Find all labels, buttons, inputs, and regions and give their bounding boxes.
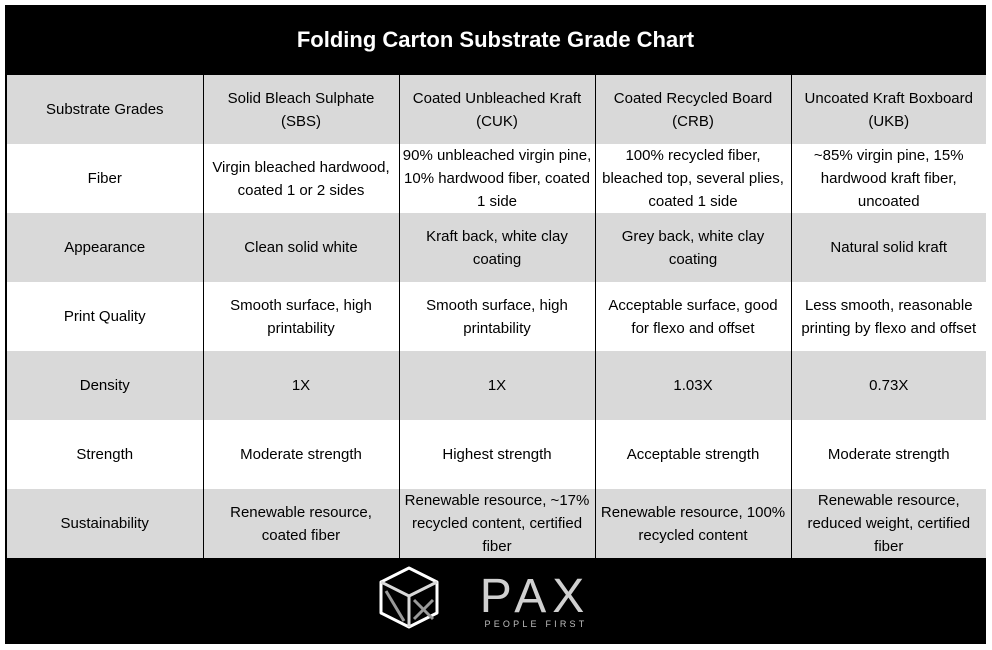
table-row: Sustainability Renewable resource, coate…: [7, 489, 986, 558]
table-cell: 1X: [398, 351, 595, 420]
logo-wordmark: PAX: [480, 570, 590, 623]
row-label-cell: Print Quality: [7, 282, 203, 351]
table-cell: Moderate strength: [202, 420, 399, 489]
table-cell: Renewable resource, reduced weight, cert…: [790, 489, 986, 558]
header-cell: Solid Bleach Sulphate (SBS): [202, 75, 399, 144]
chart-frame: Folding Carton Substrate Grade Chart Sub…: [5, 5, 986, 644]
pax-cube-logo-icon: [379, 566, 439, 629]
table-cell: Renewable resource, 100% recycled conten…: [594, 489, 791, 558]
chart-title: Folding Carton Substrate Grade Chart: [296, 27, 695, 52]
table-row: Density 1X 1X 1.03X 0.73X: [7, 351, 986, 420]
row-label-cell: Fiber: [7, 144, 203, 213]
table-cell: Smooth surface, high printability: [202, 282, 399, 351]
table-cell: Kraft back, white clay coating: [398, 213, 595, 282]
table-row: Appearance Clean solid white Kraft back,…: [7, 213, 986, 282]
table-row: Print Quality Smooth surface, high print…: [7, 282, 986, 351]
table-cell: 90% unbleached virgin pine, 10% hardwood…: [398, 144, 595, 213]
row-label-cell: Density: [7, 351, 203, 420]
table-header-row: Substrate Grades Solid Bleach Sulphate (…: [7, 75, 986, 144]
table-row: Fiber Virgin bleached hardwood, coated 1…: [7, 144, 986, 213]
substrate-grade-table: Substrate Grades Solid Bleach Sulphate (…: [7, 75, 986, 558]
header-cell: Substrate Grades: [7, 75, 203, 144]
table-cell: Natural solid kraft: [790, 213, 986, 282]
table-cell: 0.73X: [790, 351, 986, 420]
table-cell: Acceptable surface, good for flexo and o…: [594, 282, 791, 351]
header-cell: Coated Recycled Board (CRB): [594, 75, 791, 144]
table-cell: Clean solid white: [202, 213, 399, 282]
table-cell: 1.03X: [594, 351, 791, 420]
row-label-cell: Strength: [7, 420, 203, 489]
table-cell: Renewable resource, ~17% recycled conten…: [398, 489, 595, 558]
pax-logo-graphic: PAX PEOPLE FIRST: [379, 566, 590, 629]
header-cell: Coated Unbleached Kraft (CUK): [398, 75, 595, 144]
logo-tagline: PEOPLE FIRST: [485, 619, 588, 629]
table-cell: Renewable resource, coated fiber: [202, 489, 399, 558]
header-cell: Uncoated Kraft Boxboard (UKB): [790, 75, 986, 144]
table-cell: Moderate strength: [790, 420, 986, 489]
table-cell: Grey back, white clay coating: [594, 213, 791, 282]
pax-logo: PAX PEOPLE FIRST: [5, 555, 986, 644]
table-cell: ~85% virgin pine, 15% hardwood kraft fib…: [790, 144, 986, 213]
row-label-cell: Sustainability: [7, 489, 203, 558]
table-cell: Smooth surface, high printability: [398, 282, 595, 351]
table-cell: Virgin bleached hardwood, coated 1 or 2 …: [202, 144, 399, 213]
table-cell: Highest strength: [398, 420, 595, 489]
table-row: Strength Moderate strength Highest stren…: [7, 420, 986, 489]
table-cell: Less smooth, reasonable printing by flex…: [790, 282, 986, 351]
table-cell: 100% recycled fiber, bleached top, sever…: [594, 144, 791, 213]
table-cell: 1X: [202, 351, 399, 420]
row-label-cell: Appearance: [7, 213, 203, 282]
table-cell: Acceptable strength: [594, 420, 791, 489]
